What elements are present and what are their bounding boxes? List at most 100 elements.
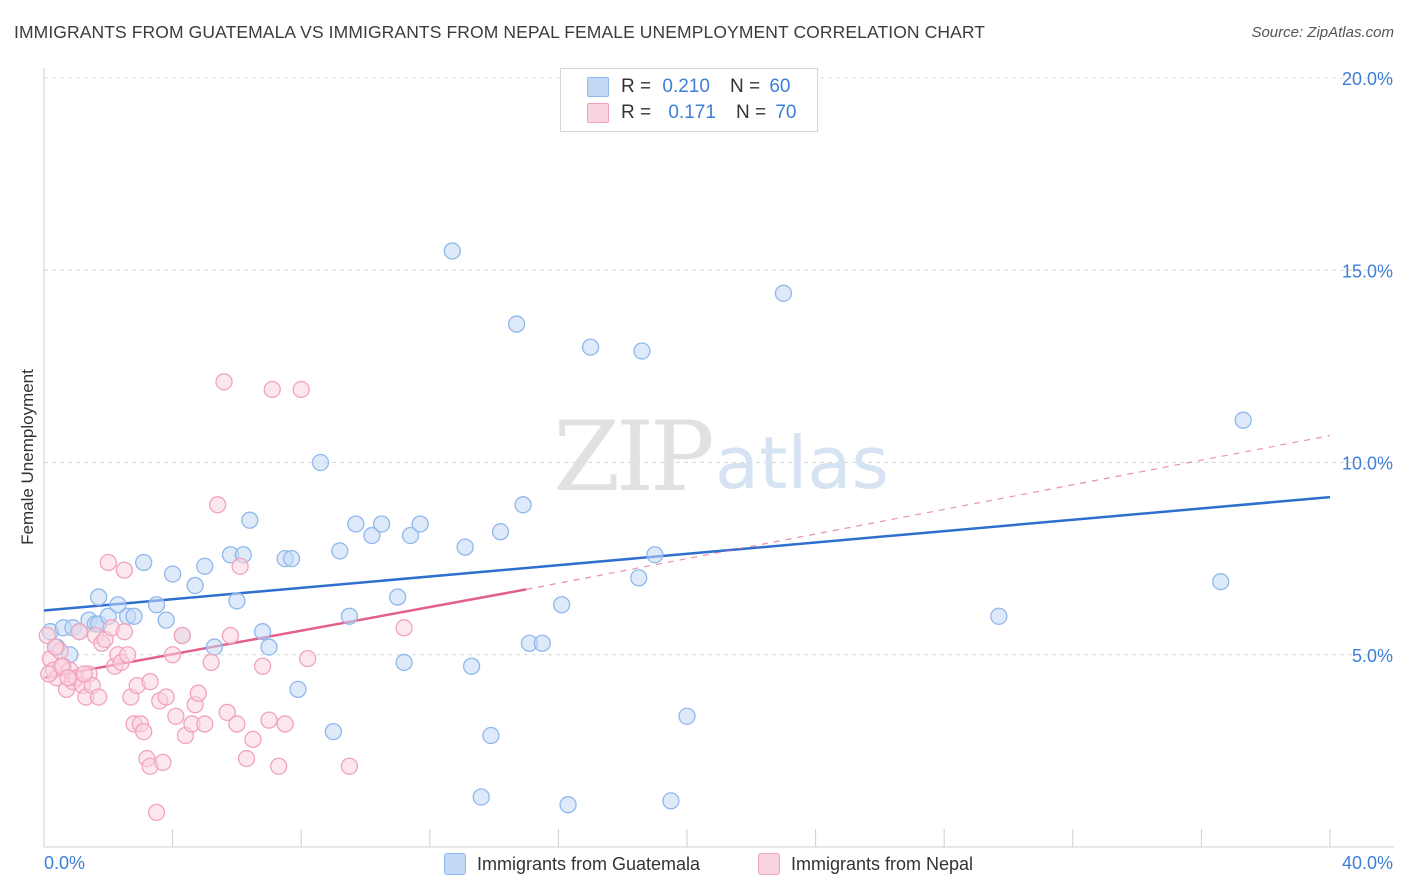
- point-nepal: [253, 657, 272, 675]
- point-guatemala: [630, 569, 648, 587]
- point-nepal: [231, 557, 249, 575]
- point-nepal: [228, 715, 246, 733]
- point-nepal: [196, 715, 214, 733]
- point-nepal: [260, 711, 278, 729]
- point-guatemala: [472, 788, 490, 806]
- legend-r-label: R =: [621, 102, 652, 123]
- axes: [43, 68, 1394, 848]
- bottom-legend-guatemala: Immigrants from Guatemala: [444, 852, 700, 876]
- point-guatemala: [462, 657, 481, 675]
- bottom-legend-label-guatemala: Immigrants from Guatemala: [477, 853, 701, 874]
- legend-n-label: N =: [729, 76, 761, 97]
- point-nepal: [340, 757, 359, 775]
- point-guatemala: [646, 546, 664, 564]
- point-guatemala: [241, 511, 259, 529]
- point-nepal: [173, 626, 191, 645]
- bottom-legend-label-nepal: Immigrants from Nepal: [791, 853, 974, 874]
- point-nepal: [276, 715, 294, 733]
- y-tick-label: 5.0%: [1352, 646, 1393, 666]
- point-nepal: [270, 757, 288, 775]
- legend-r-label: R =: [621, 76, 652, 97]
- point-guatemala: [331, 542, 349, 560]
- point-nepal: [298, 649, 317, 668]
- source-label: Source: ZipAtlas.com: [1251, 24, 1394, 41]
- point-nepal: [167, 707, 185, 725]
- legend-row-nepal: R = 0.171 N = 70: [587, 101, 796, 125]
- legend-n-value: 70: [775, 102, 797, 123]
- point-guatemala: [388, 588, 407, 606]
- point-guatemala: [678, 707, 696, 725]
- point-nepal: [215, 373, 233, 391]
- point-guatemala: [774, 284, 793, 302]
- point-nepal: [46, 638, 64, 656]
- x-tick-label: 40.0%: [1342, 853, 1393, 873]
- point-guatemala: [514, 496, 532, 514]
- point-nepal: [237, 749, 256, 768]
- y-axis-label: Female Unemployment: [18, 369, 37, 545]
- point-nepal: [154, 753, 172, 772]
- point-guatemala: [186, 576, 204, 595]
- point-nepal: [147, 803, 166, 822]
- trend-line-guatemala: [43, 495, 1331, 612]
- point-guatemala: [507, 315, 526, 333]
- point-guatemala: [157, 611, 175, 629]
- legend-r-value: 0.210: [662, 76, 710, 97]
- point-guatemala: [401, 526, 420, 545]
- point-guatemala: [135, 553, 153, 572]
- point-guatemala: [363, 526, 381, 545]
- legend-n-value: 60: [769, 76, 791, 97]
- data-points: [38, 242, 1252, 822]
- point-guatemala: [324, 723, 343, 741]
- point-guatemala: [125, 607, 143, 625]
- point-guatemala: [196, 557, 214, 575]
- point-guatemala: [581, 338, 600, 356]
- point-nepal: [157, 688, 175, 706]
- point-guatemala: [491, 523, 510, 541]
- point-guatemala: [559, 796, 577, 814]
- point-nepal: [90, 688, 108, 706]
- point-guatemala: [340, 607, 359, 625]
- point-guatemala: [163, 565, 182, 583]
- point-nepal: [244, 730, 262, 748]
- legend-swatch-nepal: [587, 103, 609, 123]
- point-guatemala: [990, 607, 1008, 625]
- point-guatemala: [633, 342, 651, 360]
- point-guatemala: [533, 634, 551, 652]
- point-guatemala: [147, 596, 166, 614]
- point-guatemala: [482, 726, 500, 745]
- point-nepal: [395, 619, 413, 637]
- y-tick-label: 20.0%: [1342, 69, 1393, 89]
- watermark: ZIP atlas: [553, 401, 889, 513]
- point-guatemala: [1234, 411, 1252, 429]
- point-guatemala: [395, 653, 413, 672]
- point-guatemala: [443, 242, 461, 260]
- watermark-zip: ZIP: [553, 401, 712, 513]
- y-tick-label: 15.0%: [1342, 261, 1393, 281]
- y-tick-label: 10.0%: [1342, 454, 1393, 474]
- point-guatemala: [253, 623, 272, 641]
- chart-title: IMMIGRANTS FROM GUATEMALA VS IMMIGRANTS …: [14, 22, 986, 42]
- point-guatemala: [347, 515, 365, 533]
- point-guatemala: [552, 596, 571, 614]
- tick-labels: 5.0% 10.0% 15.0% 20.0% 0.0% 40.0%: [44, 69, 1393, 873]
- point-guatemala: [411, 515, 429, 533]
- point-guatemala: [90, 588, 108, 606]
- point-nepal: [263, 380, 281, 399]
- point-nepal: [59, 669, 77, 687]
- point-nepal: [75, 665, 93, 683]
- point-guatemala: [456, 538, 474, 556]
- point-nepal: [70, 623, 89, 641]
- point-nepal: [40, 665, 58, 683]
- point-guatemala: [289, 680, 307, 699]
- bottom-legend-swatch-nepal: [758, 853, 780, 875]
- point-guatemala: [109, 596, 127, 614]
- x-tick-label: 0.0%: [44, 853, 85, 873]
- bottom-legend-swatch-guatemala: [444, 853, 466, 875]
- point-guatemala: [662, 792, 680, 810]
- point-guatemala: [311, 453, 330, 472]
- point-guatemala: [372, 515, 391, 533]
- legend-n-label: N =: [735, 102, 767, 123]
- point-nepal: [189, 684, 207, 702]
- point-guatemala: [282, 549, 301, 568]
